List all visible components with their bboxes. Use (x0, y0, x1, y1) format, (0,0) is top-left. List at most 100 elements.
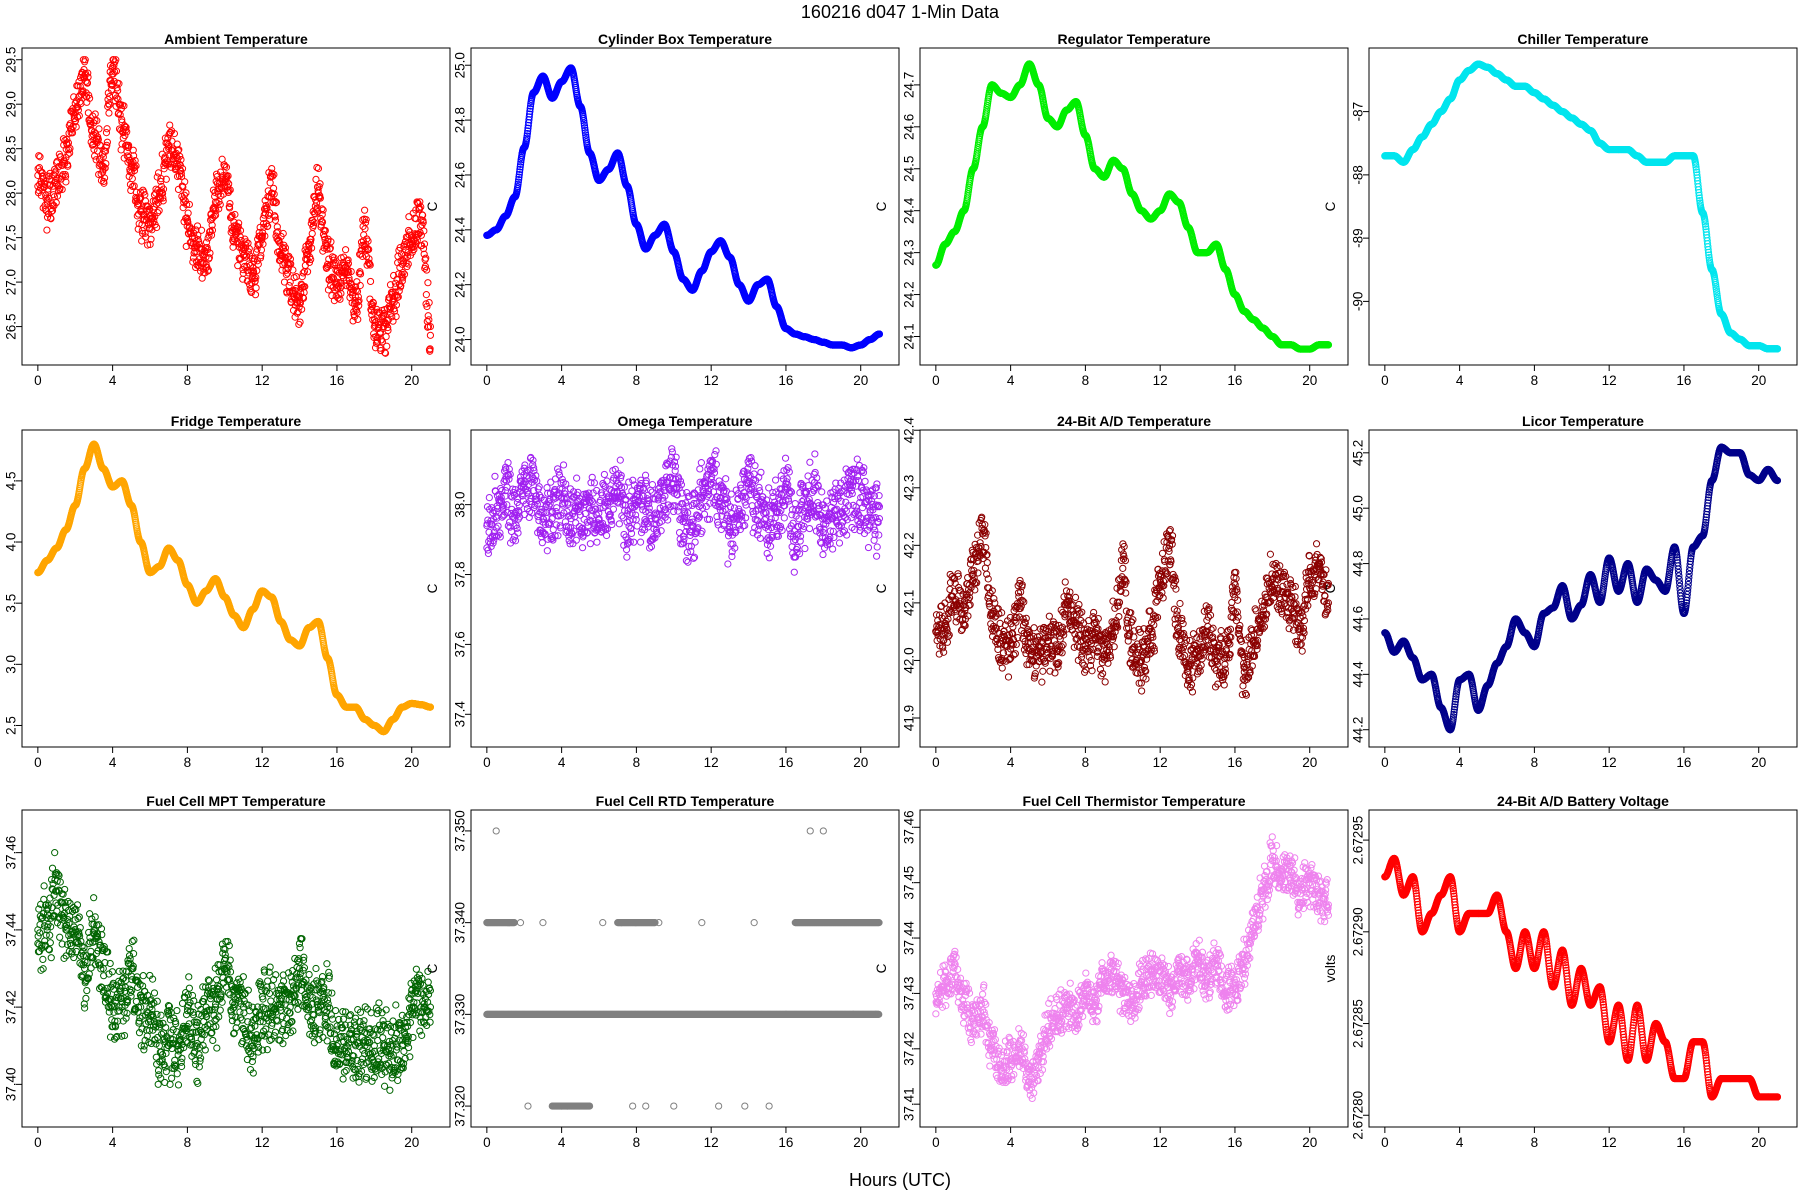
data-point (347, 267, 355, 276)
y-tick-label: 24.6 (902, 114, 917, 140)
data-point (153, 173, 161, 181)
data-point (299, 269, 307, 277)
data-point (358, 252, 367, 260)
y-tick-label: 24.2 (453, 272, 468, 298)
x-tick-label: 0 (932, 373, 940, 388)
data-point (371, 319, 379, 327)
data-point (405, 213, 413, 221)
y-tick-label: 24.1 (902, 323, 917, 349)
data-point (425, 299, 433, 307)
data-point (279, 261, 287, 269)
x-tick-label: 12 (704, 373, 719, 388)
x-tick-label: 4 (109, 373, 117, 388)
data-point (226, 204, 234, 212)
data-point (353, 287, 362, 296)
data-point (234, 262, 242, 270)
x-tick-label: 12 (1602, 373, 1617, 388)
data-point (193, 222, 202, 230)
data-point (308, 229, 316, 238)
data-point (354, 293, 362, 301)
x-tick-label: 8 (1082, 373, 1090, 388)
y-tick-label: 24.8 (453, 107, 468, 133)
data-point (79, 56, 87, 64)
data-point (279, 229, 287, 238)
x-tick-label: 12 (255, 373, 270, 388)
data-point (118, 115, 126, 124)
data-point (273, 223, 281, 231)
data-point (146, 240, 154, 249)
data-point (426, 331, 435, 339)
data-point (105, 101, 113, 109)
y-tick-label: 24.5 (902, 156, 917, 182)
data-point (225, 187, 233, 195)
data-point (364, 259, 372, 267)
data-point (204, 267, 212, 275)
y-tick-label: 24.2 (902, 281, 917, 307)
data-point (345, 274, 353, 282)
data-point (251, 277, 259, 285)
data-point (100, 174, 109, 182)
data-point (37, 184, 45, 192)
figure-title: 160216 d047 1-Min Data (800, 2, 1000, 22)
x-tick-label: 8 (184, 373, 192, 388)
data-point (261, 232, 269, 240)
data-point (224, 172, 232, 180)
x-tick-label: 20 (404, 373, 419, 388)
data-point (113, 84, 121, 92)
data-point (205, 231, 213, 239)
data-point (384, 326, 392, 334)
data-point (85, 116, 93, 125)
data-point (48, 207, 57, 215)
data-point (424, 323, 432, 331)
data-point (222, 163, 231, 171)
data-point (370, 322, 378, 331)
series-points (34, 56, 435, 357)
data-point (168, 137, 176, 145)
data-point (132, 162, 140, 170)
data-point (124, 158, 132, 166)
data-point (163, 161, 171, 169)
data-point (314, 164, 323, 173)
data-point (426, 345, 434, 353)
data-point (253, 267, 261, 275)
data-point (376, 328, 385, 336)
data-point (422, 291, 430, 299)
data-point (392, 312, 400, 321)
data-point (226, 186, 234, 194)
x-tick-label: 16 (1676, 373, 1691, 388)
data-point (157, 175, 165, 183)
data-point (54, 182, 62, 190)
data-point (313, 204, 321, 212)
data-point (116, 101, 124, 109)
data-point (52, 199, 60, 207)
data-point (100, 179, 108, 187)
data-point (319, 247, 327, 255)
data-point (222, 174, 230, 182)
data-point (353, 308, 361, 317)
data-point (303, 268, 312, 276)
y-tick-label: 24.4 (453, 216, 468, 243)
data-point (259, 240, 267, 248)
data-point (47, 215, 55, 223)
data-point (398, 277, 406, 285)
data-point (59, 161, 67, 169)
data-point (80, 65, 88, 74)
y-tick-label: 24.7 (902, 72, 917, 98)
data-point (270, 170, 278, 179)
x-tick-label: 8 (633, 373, 641, 388)
panel-0: Ambient TemperatureC04812162026.527.027.… (4, 31, 451, 388)
data-point (128, 175, 136, 183)
data-point (133, 212, 141, 220)
data-point (276, 251, 284, 259)
data-point (316, 194, 324, 202)
data-point (515, 173, 523, 181)
data-point (296, 318, 304, 326)
data-point (329, 274, 338, 282)
data-point (208, 226, 217, 234)
data-point (280, 278, 289, 286)
data-point (92, 156, 100, 164)
data-point (338, 282, 346, 290)
data-point (43, 213, 52, 221)
